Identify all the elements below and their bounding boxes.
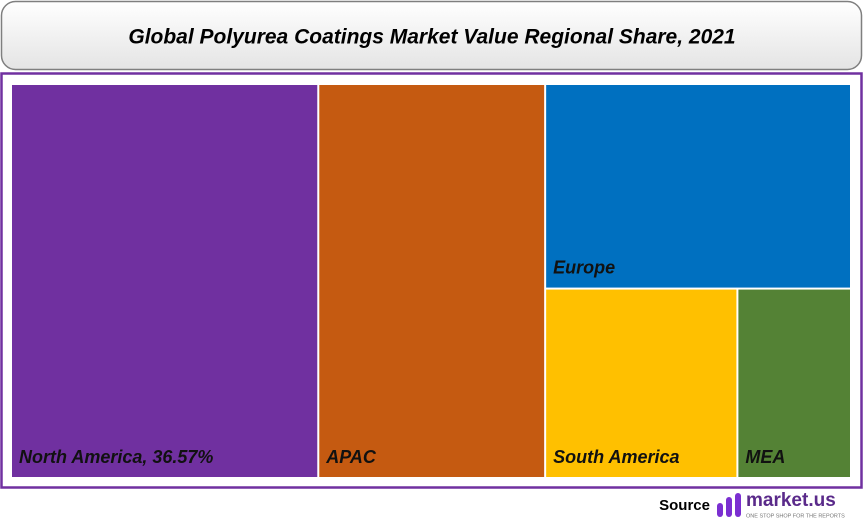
logo-text: market.us — [746, 490, 836, 511]
cell-label: APAC — [325, 447, 377, 467]
treemap-cell — [12, 85, 318, 477]
cell-label: Europe — [553, 257, 615, 277]
treemap: North America, 36.57% APAC Europe South Ame… — [12, 85, 850, 477]
treemap-cell — [738, 289, 850, 477]
title-box — [0, 0, 863, 71]
treemap-cell — [319, 85, 545, 477]
treemap-cell — [546, 289, 737, 477]
cell-label: North America, 36.57% — [19, 447, 213, 467]
source-label: Source — [659, 497, 710, 514]
treemap-cell — [546, 85, 850, 288]
chart-title: Global Polyurea Coatings Market Value Re… — [128, 26, 735, 49]
logo-tagline: ONE STOP SHOP FOR THE REPORTS — [746, 513, 845, 519]
logo-icon — [717, 493, 741, 517]
cell-label: South America — [553, 447, 679, 467]
cell-label: MEA — [745, 447, 785, 467]
